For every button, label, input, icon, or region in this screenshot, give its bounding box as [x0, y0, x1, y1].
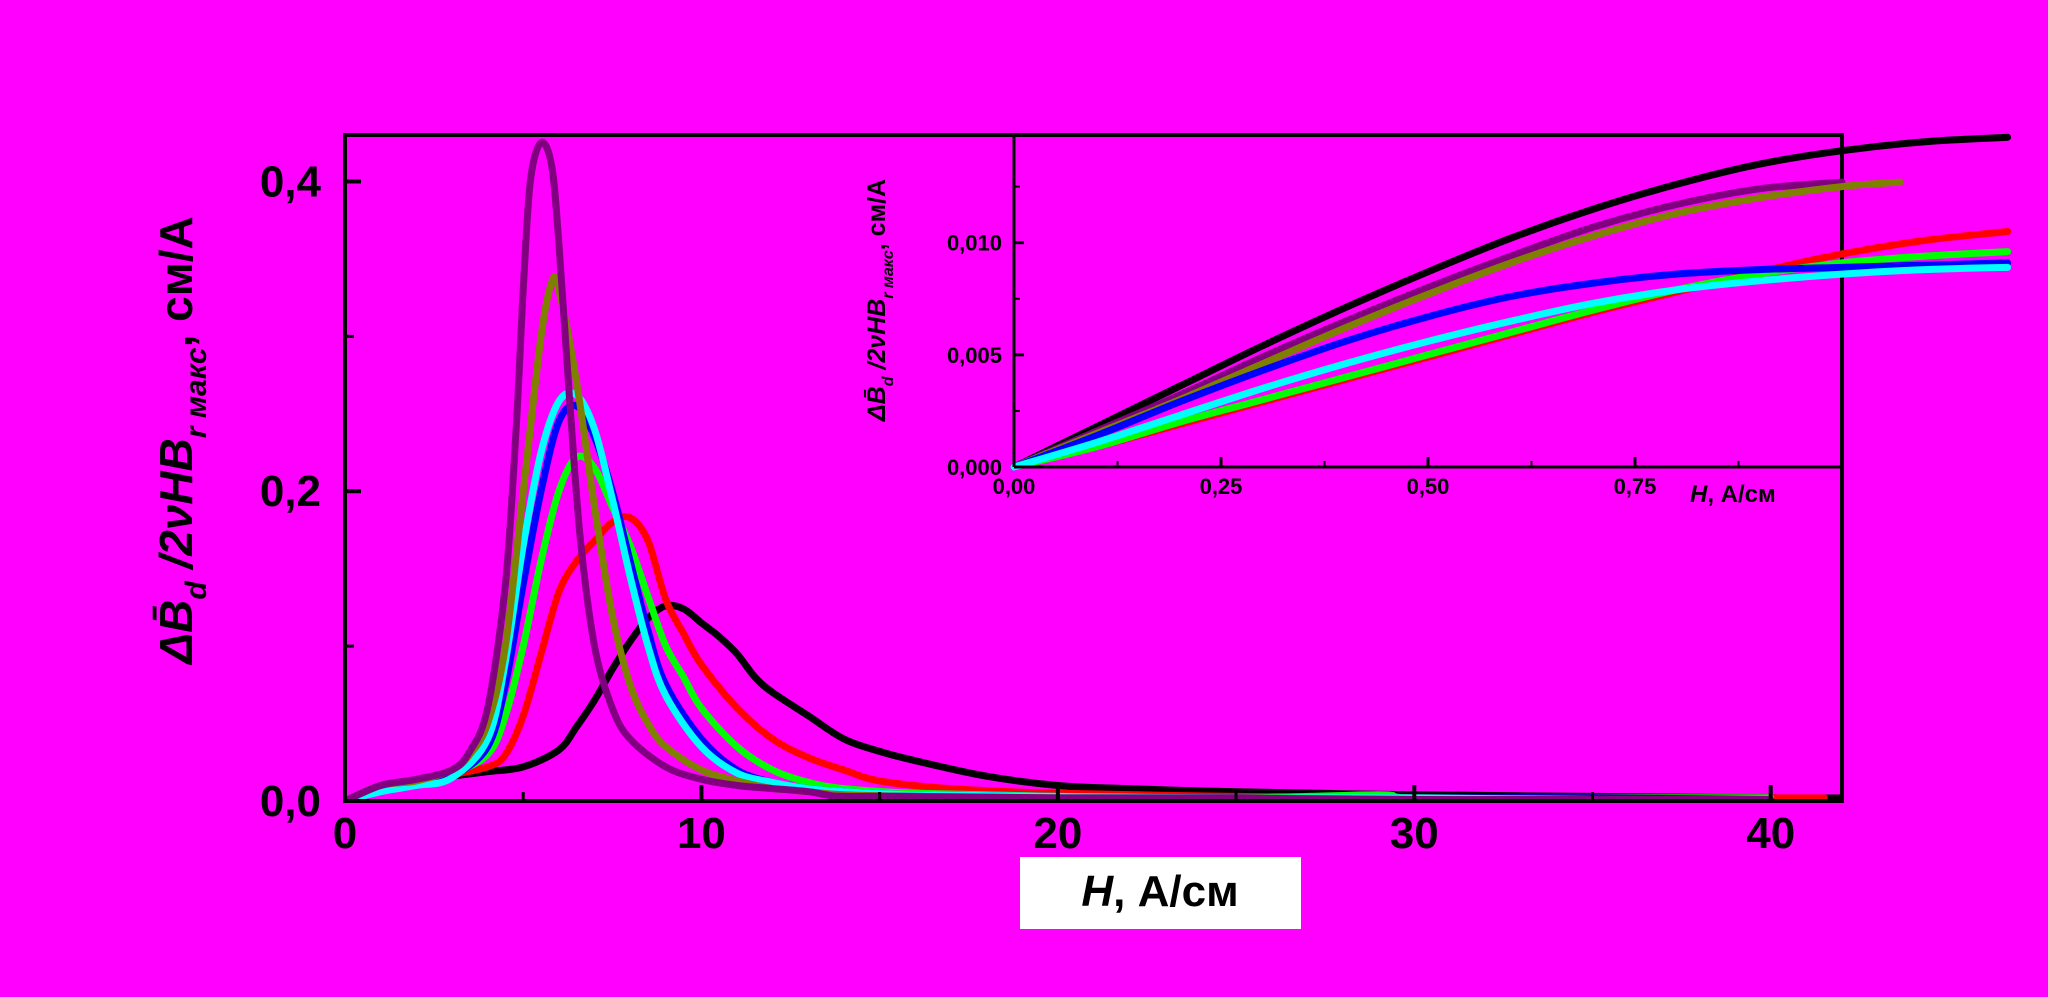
main-x-tick-label: 30	[1390, 809, 1439, 858]
main-x-tick-label: 20	[1033, 809, 1082, 858]
inset-series-line-6	[1010, 263, 2012, 471]
inset-x-axis-label: H, А/см	[1690, 481, 1776, 508]
inset-x-tick-label: 0,00	[993, 474, 1036, 499]
main-y-tick-label: 0,4	[260, 157, 322, 206]
main-axis-ticks: 0 10 20 30 40 0,0 0,2 0,4	[260, 157, 1795, 858]
inset-axis-ticks: 0,00 0,25 0,50 0,75 0,000 0,005 0,010	[947, 185, 1740, 499]
main-x-axis-label: H, А/см	[1081, 867, 1238, 916]
inset-series-line-0	[1010, 133, 2012, 471]
main-x-tick-label: 0	[333, 809, 357, 858]
main-y-axis-label: ΔB̄d /2νHBr макс, см/А	[150, 216, 213, 666]
inset-y-axis-label: ΔB̄d /2νHBr макс, см/А	[862, 179, 897, 422]
inset-x-tick-label: 0,75	[1614, 474, 1657, 499]
inset-y-tick-label: 0,010	[947, 231, 1002, 256]
inset-x-tick-label: 0,25	[1200, 474, 1243, 499]
main-series-line-6	[345, 138, 1775, 801]
main-x-axis-label-box	[1020, 857, 1301, 929]
inset-series-line-1	[1010, 178, 1846, 471]
inset-series-line-5	[1010, 259, 2012, 471]
inset-y-tick-label: 0,000	[947, 455, 1002, 480]
inset-y-tick-label: 0,005	[947, 343, 1002, 368]
main-y-tick-label: 0,0	[260, 777, 321, 826]
main-x-tick-label: 10	[677, 809, 726, 858]
main-series-line-0	[345, 601, 1842, 801]
main-x-tick-label: 40	[1746, 809, 1795, 858]
main-plot-series	[345, 138, 1842, 801]
inset-plot-series	[1010, 133, 2012, 471]
inset-x-tick-label: 0,50	[1407, 474, 1450, 499]
main-y-tick-label: 0,2	[260, 467, 321, 516]
inset-series-line-4	[1010, 248, 2012, 471]
